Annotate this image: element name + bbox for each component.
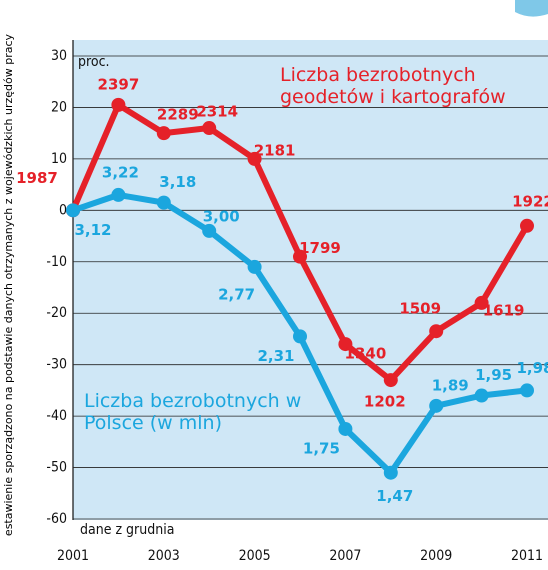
point [66,203,80,217]
x-tick-label: 2001 [57,548,89,564]
x-tick-label: 2011 [511,548,543,564]
point-label: 1,95 [475,366,512,384]
corner-icon [515,0,548,17]
page: estawienie sporządzono na podstawie dany… [0,0,548,570]
series-label: Liczba bezrobotnych w Polsce (w mln) [84,390,314,434]
point-label: 2,77 [218,285,255,303]
x-tick-label: 2007 [329,548,361,564]
point [157,196,171,210]
point-label: 1922 [512,192,548,210]
point-label: 2397 [98,75,140,93]
point-label: 3,12 [74,221,111,239]
y-tick-label: -10 [46,254,67,270]
point [520,383,534,397]
x-note: dane z grudnia [80,522,174,538]
point-label: 1,89 [432,376,469,394]
point-label: 1509 [399,300,441,318]
point [202,224,216,238]
point-label: 2181 [254,141,296,159]
point [520,219,534,233]
point [384,466,398,480]
point [248,260,262,274]
y-tick-label: 10 [51,151,67,167]
point-label: 3,00 [203,207,240,225]
y-tick-label: 30 [51,48,67,64]
series-label: Liczba bezrobotnych geodetów i kartograf… [280,64,540,108]
y-tick-label: -40 [46,408,67,424]
y-tick-label: -30 [46,357,67,373]
point [111,188,125,202]
point [338,422,352,436]
x-tick-label: 2005 [239,548,271,564]
y-tick-label: 20 [51,99,67,115]
y-tick-label: 0 [59,202,67,218]
point-label: 1987 [16,169,58,187]
point-label: 2314 [196,103,238,121]
point-label: 3,18 [159,173,196,191]
point [429,399,443,413]
point [157,126,171,140]
point-label: 1340 [345,345,387,363]
point-label: 2,31 [257,347,294,365]
point-label: 2289 [157,106,199,124]
point-label: 3,22 [102,163,139,181]
point [293,329,307,343]
point [429,324,443,338]
point [475,389,489,403]
point [111,98,125,112]
y-tick-label: -50 [46,460,67,476]
point-label: 1799 [299,239,341,257]
point-label: 1202 [364,393,406,411]
y-tick-label: -60 [46,511,67,527]
point [202,121,216,135]
x-tick-label: 2009 [420,548,452,564]
point-label: 1619 [483,301,525,319]
point-label: 1,98 [516,359,548,377]
source-note: estawienie sporządzono na podstawie dany… [2,33,15,536]
y-tick-label: -20 [46,305,67,321]
point-label: 1,75 [303,439,340,457]
point-label: 1,47 [376,487,413,505]
y-axis-label: proc. [78,54,110,70]
x-tick-label: 2003 [148,548,180,564]
point [384,373,398,387]
